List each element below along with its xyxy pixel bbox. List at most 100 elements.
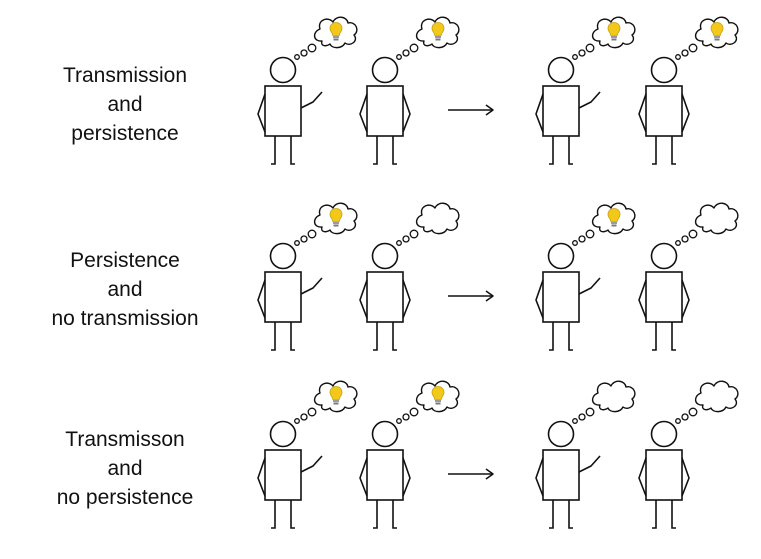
after-scene — [535, 380, 739, 529]
lightbulb-icon — [329, 22, 343, 41]
listener-figure — [359, 380, 460, 529]
figure-arm-left — [359, 279, 368, 319]
listener-figure — [359, 202, 460, 351]
figure-leg-right — [671, 500, 676, 529]
figure-body — [264, 449, 302, 501]
row-label-line-3: no persistence — [57, 486, 194, 509]
thought-bubble — [396, 202, 460, 246]
row-label-line-1: Transmisson — [65, 428, 184, 451]
figure-body — [542, 271, 580, 323]
figure-arm-left — [535, 279, 544, 319]
figure-head — [650, 242, 678, 270]
figure-body — [542, 449, 580, 501]
figure-body — [645, 449, 683, 501]
speaker-figure — [257, 16, 358, 165]
after-scene — [535, 202, 739, 351]
figure-leg-left — [549, 136, 554, 165]
figure-leg-left — [271, 322, 276, 351]
row-persistence-no-transmission: Persistence and no transmission — [51, 202, 739, 351]
thought-bubble — [675, 16, 739, 60]
lightbulb-icon — [607, 22, 621, 41]
lightbulb-icon — [607, 208, 621, 227]
figure-leg-right — [392, 322, 397, 351]
figure-head — [650, 56, 678, 84]
figure-head — [269, 242, 297, 270]
figure-leg-right — [568, 322, 573, 351]
row-label-line-2: and — [107, 93, 142, 116]
listener-figure — [638, 380, 739, 529]
figure-arm-right — [681, 279, 690, 319]
figure-arm-right — [402, 279, 411, 319]
row-label-line-2: and — [107, 278, 142, 301]
figure-body — [645, 85, 683, 137]
figure-leg-right — [392, 136, 397, 165]
speaker-figure — [257, 202, 358, 351]
figure-arm-right — [681, 93, 690, 133]
right-arrow-icon — [448, 104, 494, 116]
figure-arm-left — [359, 93, 368, 133]
speaker-figure — [535, 380, 636, 529]
before-scene — [257, 16, 460, 165]
lightbulb-icon — [329, 208, 343, 227]
figure-arm-left — [638, 279, 647, 319]
thought-bubble — [396, 16, 460, 60]
lightbulb-icon — [431, 386, 445, 405]
figure-leg-left — [652, 322, 657, 351]
figure-arm-left — [257, 457, 266, 497]
figure-arm-left — [257, 93, 266, 133]
figure-arm-right — [300, 91, 323, 109]
figure-arm-left — [638, 457, 647, 497]
figure-arm-right — [578, 91, 601, 109]
figure-leg-left — [652, 136, 657, 165]
figure-body — [366, 271, 404, 323]
figure-leg-right — [568, 136, 573, 165]
listener-figure — [638, 16, 739, 165]
figure-body — [264, 271, 302, 323]
figure-arm-right — [681, 457, 690, 497]
figure-leg-left — [652, 500, 657, 529]
figure-arm-right — [578, 277, 601, 295]
thought-bubble — [294, 16, 358, 60]
figure-leg-left — [373, 500, 378, 529]
speaker-figure — [257, 380, 358, 529]
figure-arm-right — [300, 455, 323, 473]
thought-bubble — [294, 380, 358, 424]
figure-leg-left — [271, 500, 276, 529]
figure-arm-right — [578, 455, 601, 473]
figure-head — [269, 420, 297, 448]
row-transmission-persistence: Transmission and persistence — [63, 16, 739, 165]
figure-head — [269, 56, 297, 84]
figure-head — [547, 56, 575, 84]
figure-leg-right — [290, 500, 295, 529]
figure-leg-right — [290, 322, 295, 351]
row-label-line-3: persistence — [71, 122, 178, 145]
figure-arm-left — [257, 279, 266, 319]
thought-bubble — [572, 202, 636, 246]
figure-body — [366, 449, 404, 501]
figure-arm-left — [638, 93, 647, 133]
figure-head — [371, 242, 399, 270]
row-transmission-no-persistence: Transmisson and no persistence — [57, 380, 739, 529]
before-scene — [257, 202, 460, 351]
speaker-figure — [535, 16, 636, 165]
figure-leg-right — [568, 500, 573, 529]
figure-head — [547, 420, 575, 448]
figure-arm-right — [402, 457, 411, 497]
figure-leg-right — [671, 136, 676, 165]
lightbulb-icon — [329, 386, 343, 405]
figure-body — [264, 85, 302, 137]
row-label-line-2: and — [107, 457, 142, 480]
row-label-line-1: Transmission — [63, 64, 187, 87]
thought-bubble — [572, 16, 636, 60]
figure-arm-left — [359, 457, 368, 497]
thought-bubble — [572, 380, 636, 424]
thought-bubble — [675, 380, 739, 424]
listener-figure — [638, 202, 739, 351]
figure-arm-left — [535, 457, 544, 497]
figure-leg-left — [271, 136, 276, 165]
figure-arm-left — [535, 93, 544, 133]
figure-head — [371, 420, 399, 448]
figure-leg-left — [549, 500, 554, 529]
after-scene — [535, 16, 739, 165]
